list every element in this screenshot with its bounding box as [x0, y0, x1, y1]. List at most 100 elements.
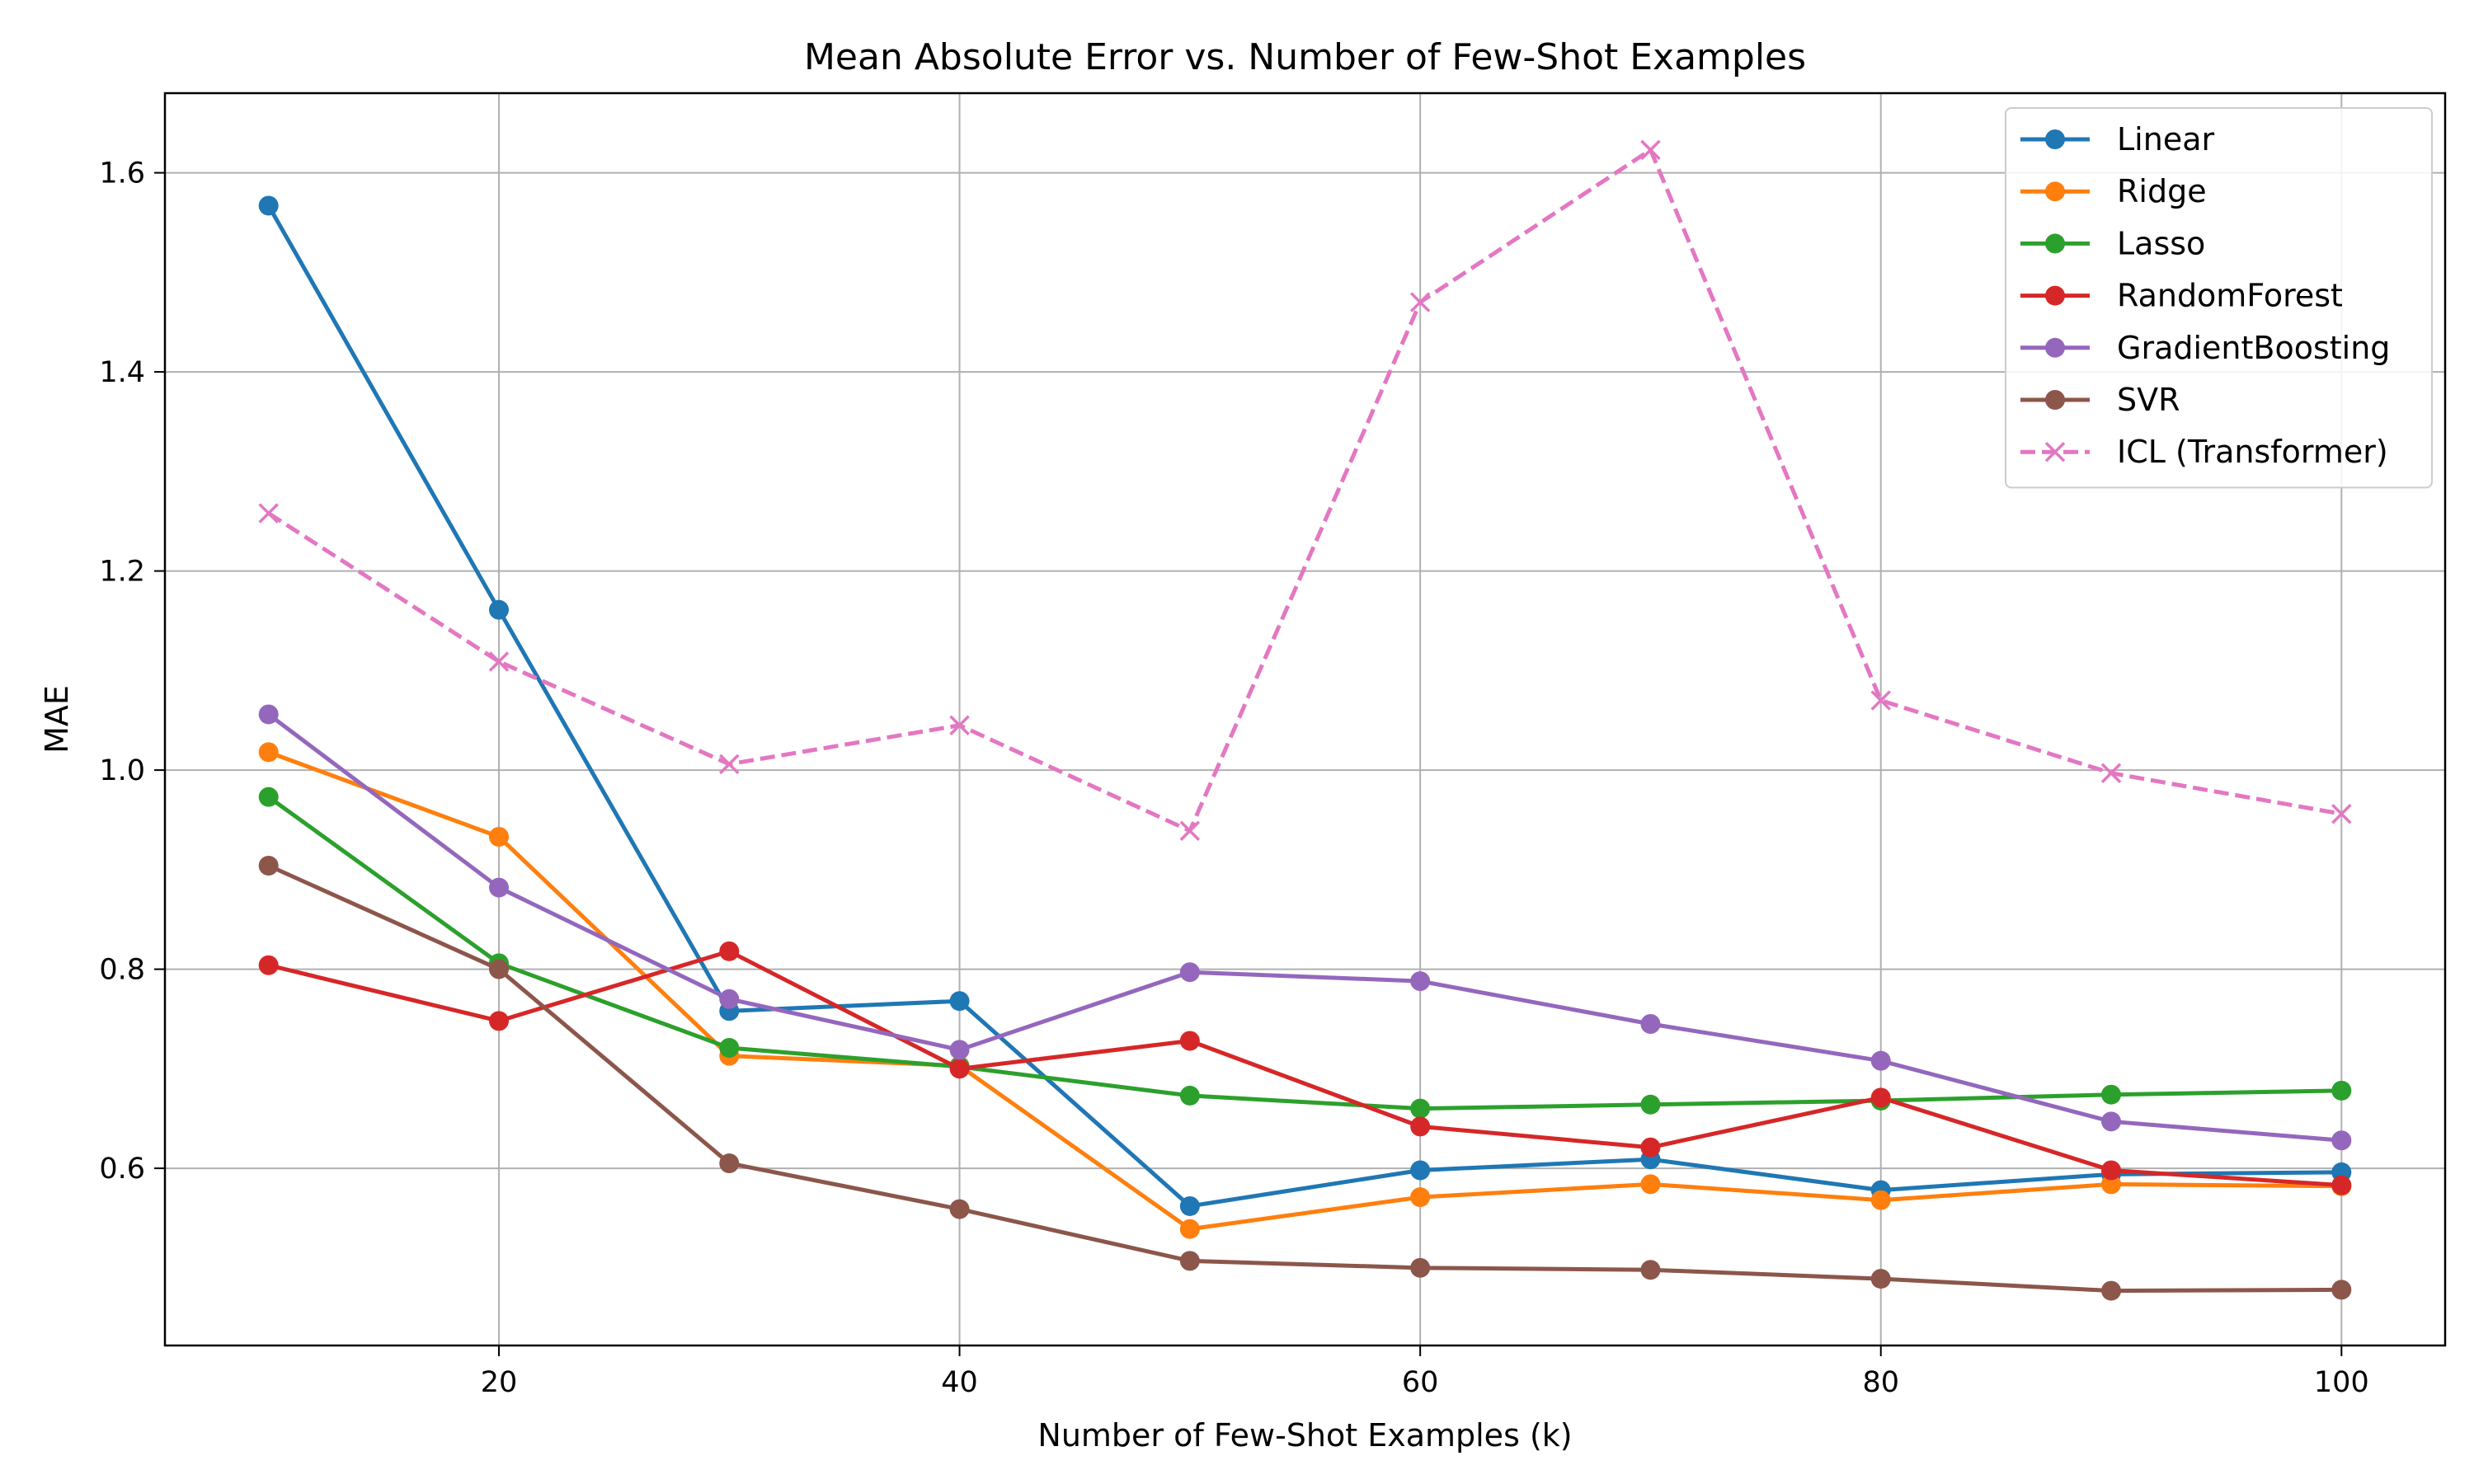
data-point-icl-transformer	[1179, 820, 1201, 841]
legend-marker	[2045, 129, 2065, 149]
data-point-linear	[1179, 1195, 1200, 1216]
plot-area-frame	[163, 92, 2447, 1347]
data-point-gradientboosting	[1410, 971, 1431, 992]
data-point-lasso	[258, 787, 279, 807]
data-point-icl-transformer	[949, 715, 970, 735]
x-axis-label: Number of Few-Shot Examples (k)	[1037, 1417, 1572, 1453]
legend-label: RandomForest	[2117, 278, 2343, 314]
legend-marker	[2044, 441, 2066, 463]
series-line-randomforest	[268, 949, 2342, 1188]
data-point-gradientboosting	[258, 704, 279, 725]
x-tick-label: 20	[481, 1366, 518, 1399]
data-point-randomforest	[719, 941, 740, 961]
data-point-lasso	[1179, 1085, 1200, 1106]
data-point-gradientboosting	[719, 989, 740, 1009]
data-point-ridge	[1410, 1187, 1431, 1208]
legend-item-lasso: Lasso	[2020, 225, 2205, 261]
series-icl-transformer	[258, 139, 2352, 841]
legend-item-ridge: Ridge	[2020, 173, 2207, 209]
data-point-linear	[1410, 1160, 1431, 1181]
legend-label: Ridge	[2117, 173, 2207, 209]
data-point-svr	[1410, 1257, 1431, 1278]
data-point-randomforest	[1179, 1031, 1200, 1051]
legend-marker	[2045, 285, 2065, 306]
data-point-ridge	[258, 742, 279, 763]
data-point-linear	[488, 599, 509, 620]
data-point-linear	[949, 991, 970, 1012]
series-line-gradientboosting	[267, 712, 2342, 1143]
data-point-randomforest	[1410, 1116, 1431, 1137]
series-lasso	[258, 787, 2352, 1119]
data-point-gradientboosting	[2331, 1130, 2352, 1151]
x-tick-label: 100	[2314, 1366, 2369, 1399]
data-point-linear	[258, 195, 279, 216]
data-point-svr	[258, 855, 279, 876]
data-point-svr	[1179, 1251, 1200, 1271]
series-gradientboosting	[258, 704, 2352, 1151]
axis-ticks: 20 40 60 80 100 0.6 0.8 1.0 1.2 1.4 1.6	[99, 157, 2368, 1399]
data-point-gradientboosting	[1640, 1013, 1661, 1034]
series-svr	[258, 855, 2352, 1301]
legend-label: Linear	[2117, 121, 2214, 157]
legend-marker	[2045, 390, 2065, 410]
data-point-gradientboosting	[949, 1040, 970, 1060]
legend-label: GradientBoosting	[2117, 330, 2390, 366]
series-line-ridge	[267, 749, 2342, 1232]
data-point-randomforest	[258, 955, 279, 975]
data-point-svr	[2331, 1280, 2352, 1300]
data-point-icl-transformer	[1870, 690, 1891, 711]
y-tick-label: 1.0	[99, 754, 145, 787]
data-point-svr	[1870, 1269, 1891, 1289]
data-point-randomforest	[1870, 1087, 1891, 1108]
legend-item-randomforest: RandomForest	[2020, 278, 2343, 314]
data-point-svr	[1640, 1260, 1661, 1280]
x-tick-label: 80	[1862, 1366, 1899, 1399]
data-point-gradientboosting	[1870, 1050, 1891, 1071]
legend-item-gradientboosting: GradientBoosting	[2020, 330, 2390, 366]
data-point-lasso	[1410, 1098, 1431, 1119]
y-tick-label: 0.6	[99, 1153, 145, 1186]
data-point-icl-transformer	[2100, 763, 2122, 783]
data-point-icl-transformer	[1640, 139, 1661, 161]
y-tick-label: 0.8	[99, 954, 145, 987]
y-tick-label: 1.6	[99, 157, 145, 190]
chart-title: Mean Absolute Error vs. Number of Few-Sh…	[804, 36, 1806, 78]
data-point-icl-transformer	[719, 754, 740, 775]
legend-frame	[2005, 107, 2433, 489]
data-point-icl-transformer	[258, 503, 279, 524]
data-point-ridge	[1179, 1219, 1200, 1239]
legend-label: ICL (Transformer)	[2117, 434, 2388, 470]
legend-item-linear: Linear	[2020, 121, 2214, 157]
data-point-svr	[488, 959, 509, 979]
legend-marker	[2045, 233, 2065, 254]
data-point-lasso	[2101, 1084, 2122, 1105]
data-point-gradientboosting	[2101, 1111, 2122, 1132]
data-point-ridge	[1870, 1190, 1891, 1210]
data-point-randomforest	[2101, 1160, 2122, 1181]
data-point-gradientboosting	[1179, 962, 1200, 983]
legend-label: Lasso	[2117, 225, 2205, 261]
data-point-ridge	[1640, 1174, 1661, 1195]
x-tick-label: 60	[1402, 1366, 1439, 1399]
data-point-lasso	[719, 1037, 740, 1058]
data-point-gradientboosting	[488, 877, 509, 898]
legend-label: SVR	[2117, 382, 2180, 418]
series-line-lasso	[267, 795, 2342, 1111]
data-point-ridge	[488, 826, 509, 847]
data-point-randomforest	[949, 1059, 970, 1079]
series-line-icl-transformer	[267, 148, 2342, 834]
legend: Linear Ridge Lasso RandomForest GradientBoos…	[2005, 107, 2433, 489]
legend-item-icl-transformer: ICL (Transformer)	[2020, 434, 2388, 470]
series-randomforest	[258, 941, 2352, 1195]
data-point-icl-transformer	[1409, 292, 1431, 312]
y-tick-label: 1.2	[99, 556, 145, 589]
data-point-icl-transformer	[488, 651, 510, 672]
data-point-ridge	[2101, 1174, 2122, 1195]
data-point-icl-transformer	[2331, 803, 2352, 824]
data-point-svr	[2101, 1280, 2122, 1301]
plot-series	[258, 139, 2352, 1301]
legend-marker	[2045, 337, 2065, 358]
data-point-randomforest	[1640, 1137, 1661, 1158]
data-point-randomforest	[488, 1011, 509, 1031]
